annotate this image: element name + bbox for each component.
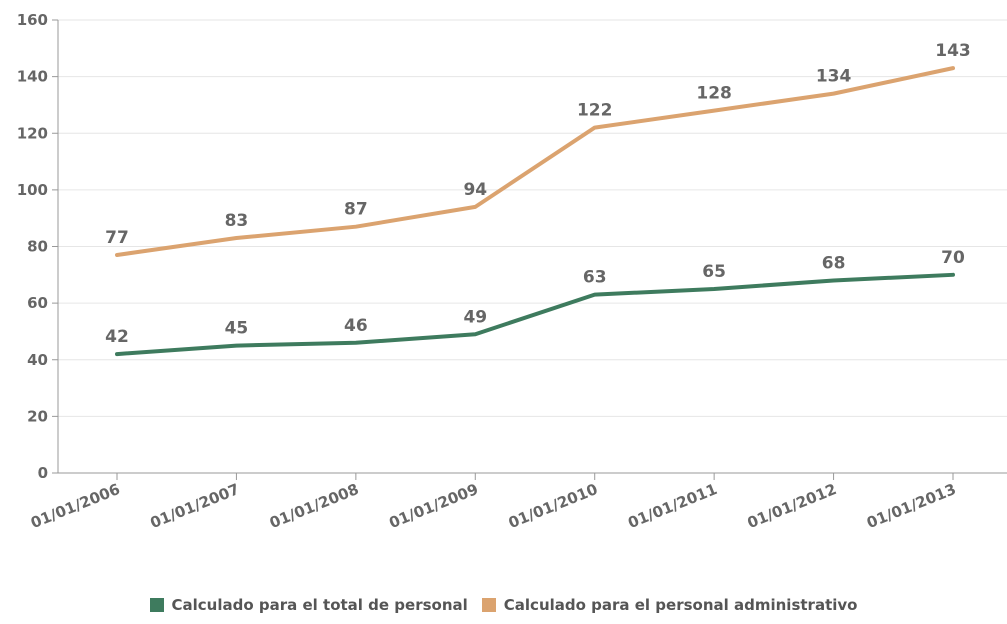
x-tick-label-4: 01/01/2010: [506, 480, 600, 532]
y-tick-label-0: 0: [38, 464, 48, 482]
y-tick-label-140: 140: [17, 68, 48, 86]
series-line-0[interactable]: [115, 272, 955, 357]
data-label-s0-1: 45: [225, 319, 249, 339]
data-label-s0-7: 70: [941, 248, 965, 268]
data-label-s0-5: 65: [702, 262, 726, 282]
data-label-s0-4: 63: [583, 268, 607, 288]
data-label-s1-6: 134: [816, 67, 852, 87]
y-tick-label-20: 20: [27, 407, 48, 425]
series-lines: [115, 66, 955, 357]
data-labels: 42 45 46 49 63 65 68 70 77 83 87 94 122 128 134 143: [105, 41, 971, 347]
legend-label-total-personal: Calculado para el total de personal: [171, 596, 468, 614]
x-tick-label-5: 01/01/2011: [625, 480, 719, 532]
legend-item-personal-administrativo[interactable]: Calculado para el personal administrativ…: [481, 596, 858, 614]
data-label-s1-1: 83: [225, 211, 249, 231]
y-tick-label-40: 40: [27, 351, 48, 369]
data-label-s0-2: 46: [344, 316, 368, 336]
x-tick-label-7: 01/01/2013: [864, 480, 958, 532]
y-tick-label-80: 80: [27, 238, 48, 256]
data-label-s1-5: 128: [696, 84, 732, 104]
data-label-s1-2: 87: [344, 200, 368, 220]
data-label-s0-6: 68: [822, 253, 846, 273]
data-label-s1-7: 143: [935, 41, 971, 61]
data-label-s0-0: 42: [105, 327, 129, 347]
chart-canvas: 0 20 40 60 80 100 120 140 160 01/01/2006 01/01/200…: [17, 11, 1007, 532]
legend: Calculado para el total de personal Calc…: [0, 596, 1007, 614]
y-tick-label-120: 120: [17, 124, 48, 142]
x-tick-label-6: 01/01/2012: [745, 480, 839, 532]
y-tick-label-160: 160: [17, 11, 48, 29]
y-tick-label-100: 100: [17, 181, 48, 199]
legend-item-total-personal[interactable]: Calculado para el total de personal: [149, 596, 468, 614]
y-tick-label-60: 60: [27, 294, 48, 312]
data-label-s1-3: 94: [463, 180, 487, 200]
data-label-s1-4: 122: [577, 101, 613, 121]
x-tick-label-3: 01/01/2009: [386, 480, 480, 532]
legend-label-personal-administrativo: Calculado para el personal administrativ…: [503, 596, 858, 614]
series-line-1[interactable]: [115, 66, 955, 257]
legend-swatch-total-personal: [149, 598, 164, 612]
legend-swatch-personal-administrativo: [481, 598, 496, 612]
x-tick-label-1: 01/01/2007: [148, 480, 242, 532]
x-tick-label-2: 01/01/2008: [267, 480, 361, 532]
grid-lines: [58, 19, 1007, 417]
data-label-s1-0: 77: [105, 228, 129, 248]
x-tick-label-0: 01/01/2006: [28, 480, 122, 532]
data-label-s0-3: 49: [463, 307, 487, 327]
